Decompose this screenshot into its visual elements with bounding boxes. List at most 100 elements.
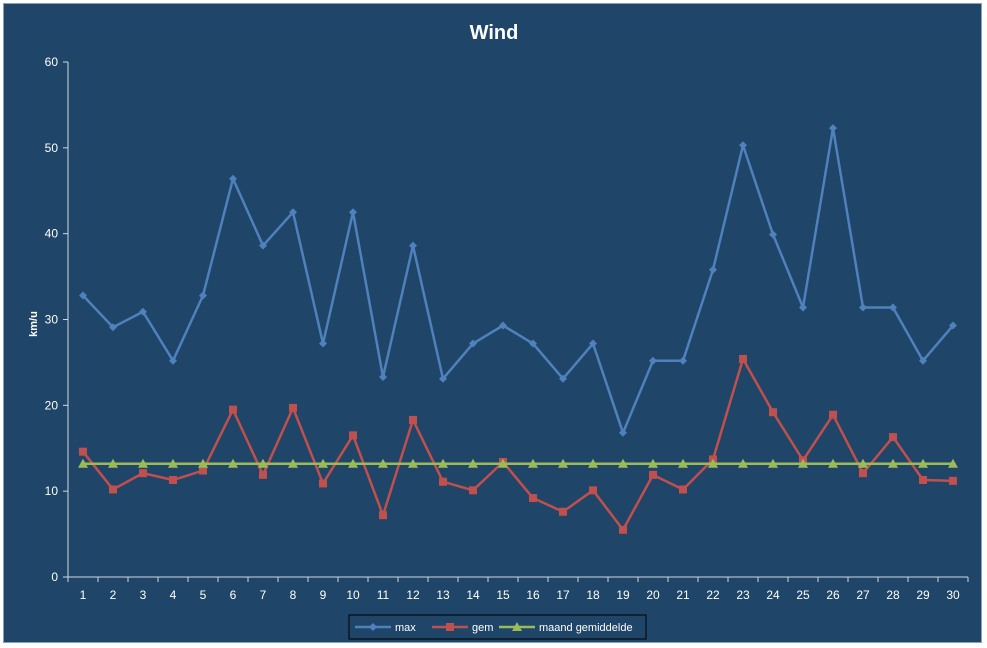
axes: [67, 62, 968, 578]
x-tick-label: 10: [346, 588, 360, 602]
data-point: [829, 410, 837, 419]
y-tick-label: 60: [45, 55, 59, 69]
x-tick-label: 11: [377, 588, 390, 602]
x-axis-ticks: 1 2 3 4 5 6 7 8 9 10 11 12 13 14 15 16 17 18 19 20 21 22 23 24 2…: [67, 577, 969, 602]
x-tick-label: 12: [406, 588, 420, 602]
data-point: [319, 339, 327, 348]
data-point: [859, 469, 867, 478]
data-point: [379, 511, 387, 520]
data-point: [889, 303, 897, 312]
data-point: [468, 458, 478, 468]
data-point: [949, 476, 957, 485]
legend-entry: gem: [432, 622, 493, 634]
x-tick-label: 20: [646, 588, 660, 602]
data-point: [349, 431, 357, 440]
data-point: [348, 458, 358, 468]
x-tick-label: 7: [260, 588, 267, 602]
y-axis-ticks: 0 10 20 30 40 50 60: [45, 55, 68, 584]
data-point: [829, 124, 837, 133]
data-point: [798, 458, 808, 468]
data-point: [768, 458, 778, 468]
data-point: [199, 466, 207, 475]
data-point: [619, 428, 627, 437]
data-point: [678, 458, 688, 468]
data-point: [558, 458, 568, 468]
data-point: [739, 354, 747, 363]
x-tick-label: 1: [80, 588, 87, 602]
data-point: [648, 458, 658, 468]
y-tick-label: 10: [45, 484, 59, 498]
data-point: [409, 415, 417, 424]
legend-label: maand gemiddelde: [539, 622, 633, 634]
y-tick-label: 40: [45, 227, 59, 241]
data-point: [799, 303, 807, 312]
data-point: [258, 458, 268, 468]
data-point: [289, 208, 297, 217]
series-maand-gemiddelde: [78, 458, 958, 468]
x-tick-label: 29: [916, 588, 930, 602]
y-tick-label: 0: [51, 570, 58, 584]
data-point: [618, 458, 628, 468]
data-point: [169, 476, 177, 485]
data-point: [769, 230, 777, 239]
data-point: [198, 458, 208, 468]
data-point: [769, 408, 777, 417]
x-tick-label: 16: [526, 588, 540, 602]
data-point: [138, 458, 148, 468]
data-point: [619, 525, 627, 534]
data-point: [649, 470, 657, 479]
legend-swatch-marker: [446, 623, 454, 631]
data-point: [168, 458, 178, 468]
x-tick-label: 26: [826, 588, 840, 602]
x-tick-label: 4: [170, 588, 177, 602]
x-tick-label: 22: [706, 588, 720, 602]
x-tick-label: 13: [436, 588, 450, 602]
x-tick-label: 5: [200, 588, 207, 602]
data-point: [828, 458, 838, 468]
data-point: [259, 241, 267, 250]
x-tick-label: 9: [320, 588, 327, 602]
data-point: [228, 458, 238, 468]
legend-label: max: [395, 622, 416, 634]
data-point: [439, 374, 447, 383]
data-point: [288, 458, 298, 468]
data-point: [349, 208, 357, 217]
data-point: [229, 405, 237, 414]
data-point: [109, 485, 117, 494]
legend-entry: max: [355, 622, 416, 634]
x-tick-label: 24: [766, 588, 780, 602]
x-tick-label: 6: [230, 588, 237, 602]
data-point: [709, 265, 717, 274]
data-point: [499, 321, 507, 330]
x-tick-label: 3: [140, 588, 147, 602]
data-point: [948, 458, 958, 468]
data-point: [859, 303, 867, 312]
y-tick-label: 50: [45, 141, 59, 155]
data-point: [889, 433, 897, 442]
chart-title: Wind: [470, 22, 519, 44]
data-point: [708, 458, 718, 468]
data-point: [679, 356, 687, 365]
data-point: [529, 494, 537, 503]
data-point: [439, 477, 447, 486]
data-point: [408, 458, 418, 468]
legend: max gem maand gemiddelde: [348, 614, 647, 640]
data-point: [79, 447, 87, 456]
data-point: [109, 323, 117, 332]
data-point: [469, 339, 477, 348]
legend-swatch-marker: [512, 622, 522, 631]
data-point: [259, 470, 267, 479]
x-tick-label: 14: [466, 588, 480, 602]
legend-swatch-marker: [369, 623, 377, 631]
x-tick-label: 8: [290, 588, 297, 602]
data-point: [78, 458, 88, 468]
data-point: [229, 174, 237, 183]
data-point: [649, 356, 657, 365]
data-point: [378, 458, 388, 468]
y-tick-label: 20: [45, 398, 59, 412]
data-point: [529, 339, 537, 348]
x-tick-label: 30: [946, 588, 960, 602]
data-point: [559, 374, 567, 383]
data-point: [679, 485, 687, 494]
legend-entry: maand gemiddelde: [499, 622, 633, 634]
